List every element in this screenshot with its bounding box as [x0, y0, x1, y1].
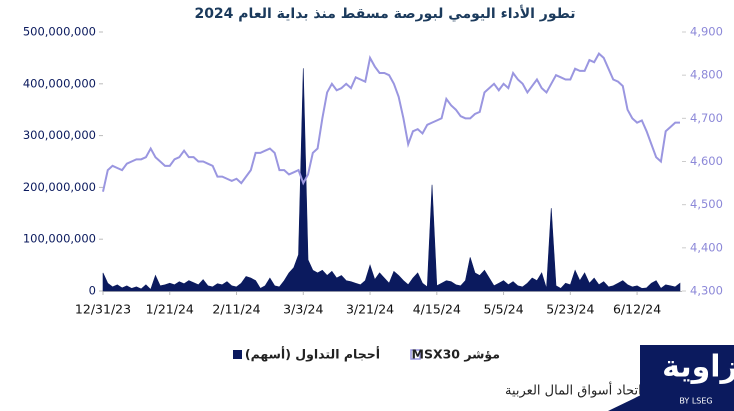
- volume-area: [102, 68, 681, 292]
- y-tick-label: 300,000,000: [23, 128, 96, 142]
- x-tick-label: 2/11/24: [212, 302, 260, 317]
- y-tick-label: 500,000,000: [23, 25, 96, 39]
- y-tick-label: 400,000,000: [23, 76, 96, 90]
- y2-tick-label: 4,300: [690, 284, 723, 298]
- x-tick-label: 4/15/24: [413, 302, 461, 317]
- legend-label: مؤشر MSX30: [412, 347, 500, 362]
- x-tick-label: 3/3/24: [283, 302, 323, 317]
- legend-label: أحجام التداول (أسهم): [245, 346, 380, 363]
- logo-sub: BY LSEG: [679, 397, 712, 406]
- x-tick-label: 12/31/23: [75, 302, 131, 317]
- y-tick-label: 200,000,000: [23, 180, 96, 194]
- x-tick-label: 5/5/24: [483, 302, 523, 317]
- x-tick-label: 5/23/24: [546, 302, 594, 317]
- y-tick-label: 100,000,000: [23, 232, 96, 246]
- x-tick-label: 1/21/24: [146, 302, 194, 317]
- y2-tick-label: 4,500: [690, 197, 723, 211]
- logo-box: [640, 345, 734, 411]
- legend-swatch: [233, 350, 242, 359]
- x-tick-label: 6/12/24: [613, 302, 661, 317]
- y2-tick-label: 4,600: [690, 154, 723, 168]
- chart-title: تطور الأداء اليومي لبورصة مسقط منذ بداية…: [194, 5, 575, 22]
- logo: زاوية: [662, 350, 734, 385]
- y2-tick-label: 4,900: [690, 25, 723, 39]
- y-tick-label: 0: [89, 284, 96, 298]
- x-tick-label: 3/21/24: [346, 302, 394, 317]
- y2-tick-label: 4,700: [690, 111, 723, 125]
- y2-tick-label: 4,400: [690, 240, 723, 254]
- index-line: [102, 51, 680, 192]
- y2-tick-label: 4,800: [690, 68, 723, 82]
- legend-swatch: [410, 349, 421, 360]
